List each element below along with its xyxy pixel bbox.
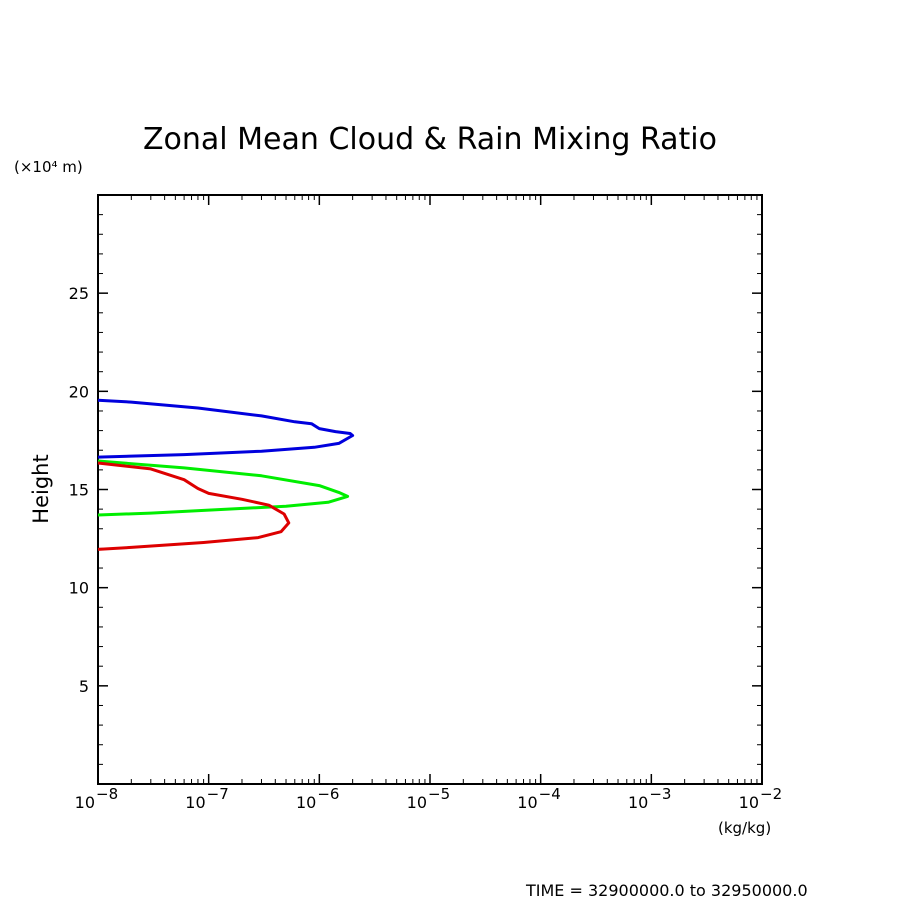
y-tick-label: 25 bbox=[69, 284, 89, 303]
minor-ticks bbox=[98, 195, 762, 784]
time-range-text: TIME = 32900000.0 to 32950000.0 bbox=[525, 881, 808, 900]
x-unit-label: (kg/kg) bbox=[718, 819, 771, 837]
x-tick-label: 10 −4 bbox=[517, 785, 560, 812]
y-tick-label: 20 bbox=[69, 382, 89, 401]
x-tick-label: 10 −5 bbox=[407, 785, 450, 812]
x-tick-label-base: 10 bbox=[407, 793, 427, 812]
x-tick-label-base: 10 bbox=[517, 793, 537, 812]
y-axis-label: Height bbox=[29, 454, 53, 523]
y-unit-label: (×10⁴ m) bbox=[14, 158, 83, 176]
y-tick-label: 10 bbox=[69, 579, 89, 598]
x-tick-label-exponent: −4 bbox=[539, 785, 561, 803]
x-tick-label: 10 −7 bbox=[185, 785, 228, 812]
x-tick-label-exponent: −3 bbox=[649, 785, 671, 803]
series-layer bbox=[97, 398, 355, 551]
x-tick-label: 10 −6 bbox=[296, 785, 339, 812]
x-axis: 10 −8 10 −7 10 −6 10 −5 10 −4 10 −3 10 −2 bbox=[75, 195, 782, 812]
x-tick-label-exponent: −7 bbox=[207, 785, 229, 803]
x-tick-label-base: 10 bbox=[185, 793, 205, 812]
x-tick-label-base: 10 bbox=[628, 793, 648, 812]
y-axis: 5 10 15 20 25 bbox=[69, 284, 762, 696]
x-tick-label: 10 −3 bbox=[628, 785, 671, 812]
x-tick-label: 10 −2 bbox=[739, 785, 782, 812]
series-line-3 bbox=[97, 461, 291, 551]
x-tick-label-exponent: −5 bbox=[428, 785, 450, 803]
x-tick-label-exponent: −6 bbox=[317, 785, 339, 803]
series-line-1 bbox=[97, 398, 355, 459]
x-tick-label-base: 10 bbox=[75, 793, 95, 812]
x-tick-label-exponent: −2 bbox=[760, 785, 782, 803]
chart-title: Zonal Mean Cloud & Rain Mixing Ratio bbox=[143, 122, 717, 157]
x-tick-label: 10 −8 bbox=[75, 785, 118, 812]
y-tick-label: 5 bbox=[79, 677, 89, 696]
x-tick-label-exponent: −8 bbox=[96, 785, 118, 803]
series-line-2 bbox=[97, 459, 350, 517]
x-tick-label-base: 10 bbox=[739, 793, 759, 812]
x-tick-label-base: 10 bbox=[296, 793, 316, 812]
y-tick-label: 15 bbox=[69, 481, 89, 500]
